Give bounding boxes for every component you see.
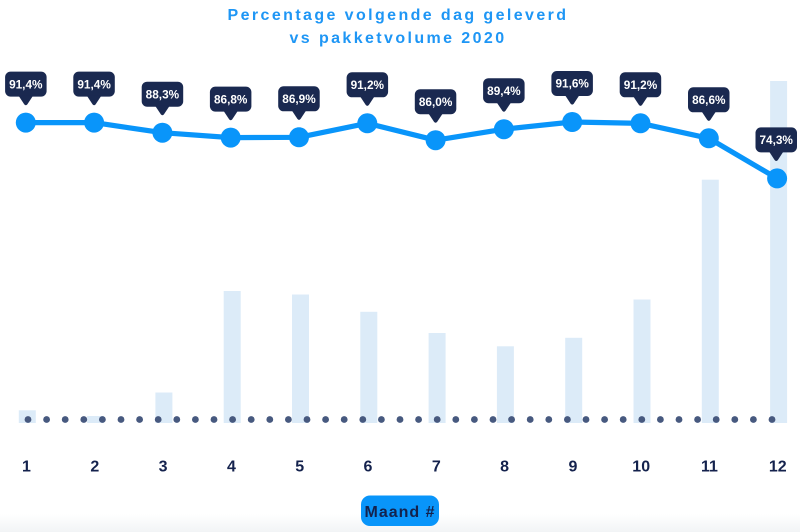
svg-text:7: 7	[432, 459, 441, 476]
svg-text:Percentage volgende dag geleve: Percentage volgende dag geleverd	[228, 7, 569, 24]
svg-text:11: 11	[701, 459, 718, 476]
svg-text:vs pakketvolume 2020: vs pakketvolume 2020	[290, 30, 507, 47]
svg-text:88,3%: 88,3%	[146, 87, 180, 101]
svg-text:9: 9	[568, 459, 577, 476]
svg-text:91,4%: 91,4%	[9, 77, 43, 91]
svg-text:91,4%: 91,4%	[77, 77, 111, 91]
svg-text:12: 12	[769, 459, 787, 476]
svg-text:10: 10	[632, 459, 650, 476]
svg-text:1: 1	[22, 459, 31, 476]
svg-text:5: 5	[295, 459, 304, 476]
svg-text:86,9%: 86,9%	[282, 92, 316, 106]
svg-text:91,2%: 91,2%	[624, 78, 658, 92]
svg-text:3: 3	[159, 459, 168, 476]
svg-text:74,3%: 74,3%	[759, 133, 793, 147]
svg-text:8: 8	[500, 459, 509, 476]
svg-text:6: 6	[364, 459, 373, 476]
svg-text:86,6%: 86,6%	[692, 93, 726, 107]
svg-text:89,4%: 89,4%	[487, 84, 521, 98]
svg-text:2: 2	[90, 459, 99, 476]
svg-text:91,6%: 91,6%	[555, 77, 589, 91]
svg-text:86,8%: 86,8%	[214, 92, 248, 106]
svg-text:86,0%: 86,0%	[419, 95, 453, 109]
svg-text:Maand #: Maand #	[364, 504, 435, 521]
svg-text:4: 4	[227, 459, 236, 476]
svg-text:91,2%: 91,2%	[351, 78, 385, 92]
